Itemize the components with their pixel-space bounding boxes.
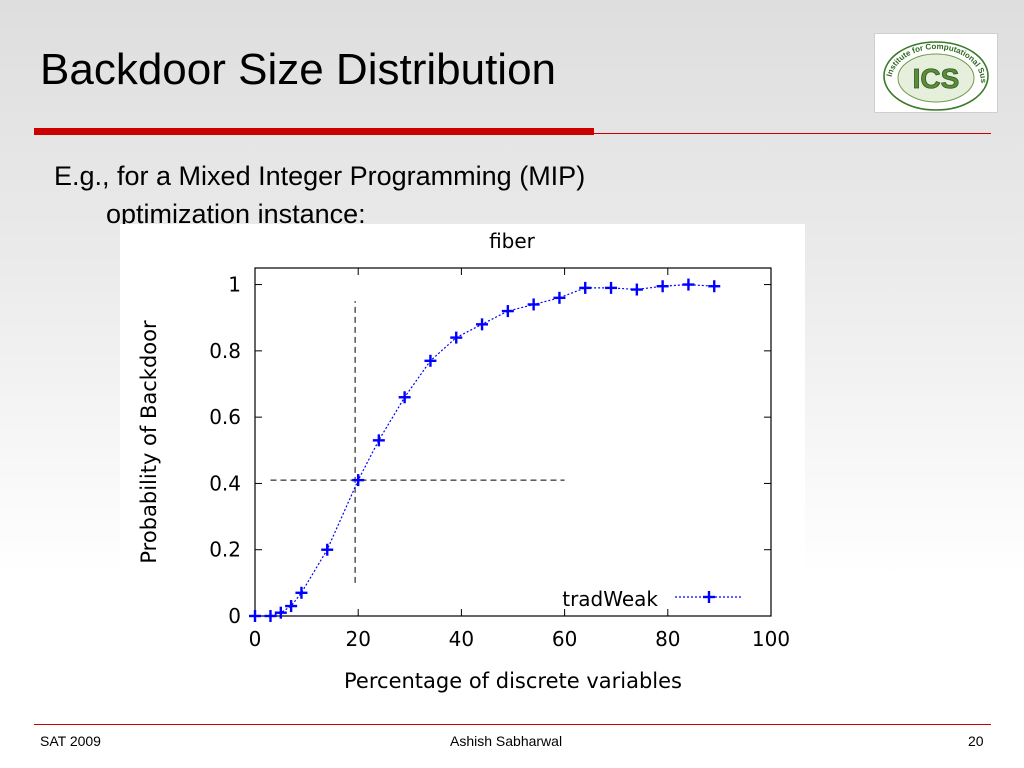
annotations xyxy=(270,301,565,583)
x-tick-label: 100 xyxy=(752,627,790,651)
title-divider-thick xyxy=(34,128,594,135)
x-tick-label: 0 xyxy=(249,627,262,651)
series-line-tradWeak xyxy=(255,283,715,617)
data-point xyxy=(249,610,261,622)
data-point xyxy=(274,606,287,619)
x-tick-label: 40 xyxy=(449,627,474,651)
series-markers xyxy=(249,278,721,622)
x-axis-label: Percentage of discrete variables xyxy=(344,669,682,693)
chart-title: fiber xyxy=(489,229,536,253)
legend-marker xyxy=(703,591,715,603)
y-tick-label: 0.4 xyxy=(209,471,241,495)
logo-globe xyxy=(897,53,975,103)
x-tick-label: 20 xyxy=(345,627,370,651)
data-point xyxy=(321,543,334,556)
footer-divider xyxy=(34,724,991,725)
bullet-line-1: E.g., for a Mixed Integer Programming (M… xyxy=(54,161,586,191)
plot-frame xyxy=(254,267,772,617)
data-point xyxy=(285,600,298,613)
data-point xyxy=(708,280,721,293)
backdoor-probability-chart: fiber 0 20 40 60 80 100 0 0.2 0.4 0.6 0.8 1 Percent… xyxy=(137,229,790,693)
data-point xyxy=(372,434,385,447)
title-divider-thin xyxy=(594,133,991,134)
data-point xyxy=(527,298,540,311)
data-point xyxy=(605,281,618,294)
legend-label: tradWeak xyxy=(562,587,658,611)
logo-letters: ICS xyxy=(913,63,960,94)
footer-conference: SAT 2009 xyxy=(40,733,101,749)
slide-title: Backdoor Size Distribution xyxy=(40,45,557,94)
y-axis-label: Probability of Backdoor xyxy=(137,320,161,564)
data-point xyxy=(553,291,566,304)
y-tick-label: 1 xyxy=(228,273,241,297)
data-point xyxy=(352,474,365,487)
ics-logo: Institute for Computational Sustainabili… xyxy=(873,27,998,113)
data-point xyxy=(424,354,437,367)
footer-author: Ashish Sabharwal xyxy=(450,733,563,749)
data-point xyxy=(295,586,308,599)
data-point xyxy=(476,318,489,331)
axis-ticks: 0 20 40 60 80 100 0 0.2 0.4 0.6 0.8 1 xyxy=(209,268,790,651)
chart-panel: fiber 0 20 40 60 80 100 0 0.2 0.4 0.6 0.8 1 Percent… xyxy=(120,224,805,704)
y-tick-label: 0 xyxy=(228,604,241,628)
footer-page-number: 20 xyxy=(968,733,984,749)
y-tick-label: 0.2 xyxy=(209,538,241,562)
x-tick-label: 60 xyxy=(552,627,577,651)
data-point xyxy=(450,331,463,344)
data-point xyxy=(682,278,695,291)
bullet-point: E.g., for a Mixed Integer Programming (M… xyxy=(54,157,754,233)
data-point xyxy=(398,391,411,404)
data-point xyxy=(579,281,592,294)
data-point xyxy=(656,280,669,293)
logo-ring-outer xyxy=(883,41,989,111)
y-tick-label: 0.8 xyxy=(209,339,241,363)
data-point xyxy=(264,610,277,622)
data-point xyxy=(630,283,643,296)
x-tick-label: 80 xyxy=(655,627,680,651)
data-point xyxy=(501,305,514,318)
legend: tradWeak xyxy=(562,587,742,611)
y-tick-label: 0.6 xyxy=(209,405,241,429)
